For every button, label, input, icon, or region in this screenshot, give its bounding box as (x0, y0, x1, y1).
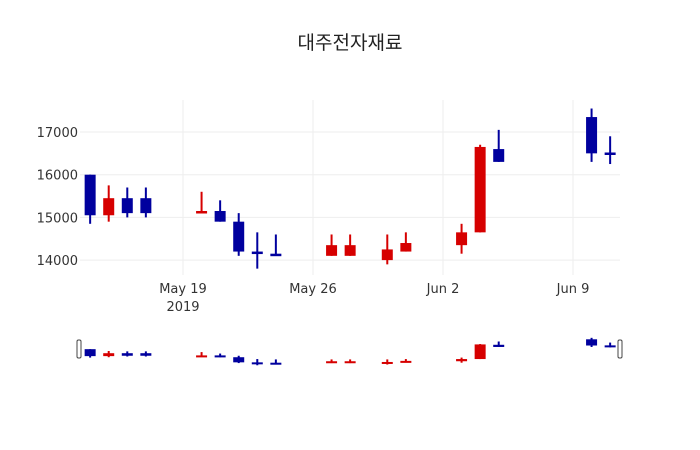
y-tick-label: 17000 (37, 126, 78, 141)
y-tick-label: 15000 (37, 211, 78, 226)
candle-body[interactable] (344, 245, 356, 256)
candle-body[interactable] (456, 359, 468, 362)
gridlines (80, 100, 620, 275)
x-tick-label: May 19 (159, 282, 207, 297)
candle-body[interactable] (586, 339, 598, 346)
candle-body[interactable] (103, 353, 115, 357)
candle-body[interactable] (604, 152, 616, 155)
candle-body[interactable] (400, 360, 412, 363)
candle-body[interactable] (103, 198, 115, 216)
candle-body[interactable] (604, 345, 616, 348)
chart-title: 대주전자재료 (297, 32, 403, 54)
range-slider-left-handle[interactable] (76, 339, 82, 359)
candle-body[interactable] (214, 210, 226, 222)
candle-body[interactable] (140, 353, 152, 356)
candle-body[interactable] (196, 355, 208, 358)
candle-body[interactable] (344, 361, 356, 364)
candle-body[interactable] (233, 357, 245, 363)
candle-body[interactable] (381, 249, 393, 261)
x-tick-label: May 26 (289, 282, 337, 297)
candle-body[interactable] (586, 117, 598, 154)
candle-body[interactable] (196, 210, 208, 214)
candle-body[interactable] (84, 174, 96, 216)
range-slider-right-handle[interactable] (617, 339, 623, 359)
candles[interactable] (84, 108, 616, 269)
candle-body[interactable] (474, 146, 486, 233)
x-tick-year: 2019 (166, 300, 199, 315)
candle-body[interactable] (140, 198, 152, 214)
candle-body[interactable] (233, 221, 245, 252)
x-tick-label: Jun 2 (426, 282, 460, 297)
candle-body[interactable] (121, 198, 133, 214)
candle-body[interactable] (381, 361, 393, 364)
candle-body[interactable] (474, 344, 486, 360)
candle-body[interactable] (270, 362, 282, 365)
candle-body[interactable] (326, 361, 338, 364)
candle-body[interactable] (214, 355, 226, 358)
candle-body[interactable] (251, 251, 263, 255)
candle-body[interactable] (84, 349, 96, 357)
candle-body[interactable] (270, 253, 282, 257)
y-tick-label: 14000 (37, 254, 78, 269)
y-axis-ticks: 14000 15000 16000 17000 (37, 126, 78, 269)
candle-body[interactable] (251, 362, 263, 365)
candle-body[interactable] (400, 243, 412, 252)
x-axis-ticks: May 19 2019 May 26 Jun 2 Jun 9 (159, 282, 589, 315)
y-tick-label: 16000 (37, 169, 78, 184)
candle-body[interactable] (493, 344, 505, 347)
candle-body[interactable] (326, 245, 338, 256)
candle-body[interactable] (121, 353, 133, 356)
candle-body[interactable] (456, 232, 468, 246)
range-slider[interactable] (76, 337, 623, 366)
candle-body[interactable] (493, 149, 505, 162)
x-tick-label: Jun 9 (556, 282, 590, 297)
